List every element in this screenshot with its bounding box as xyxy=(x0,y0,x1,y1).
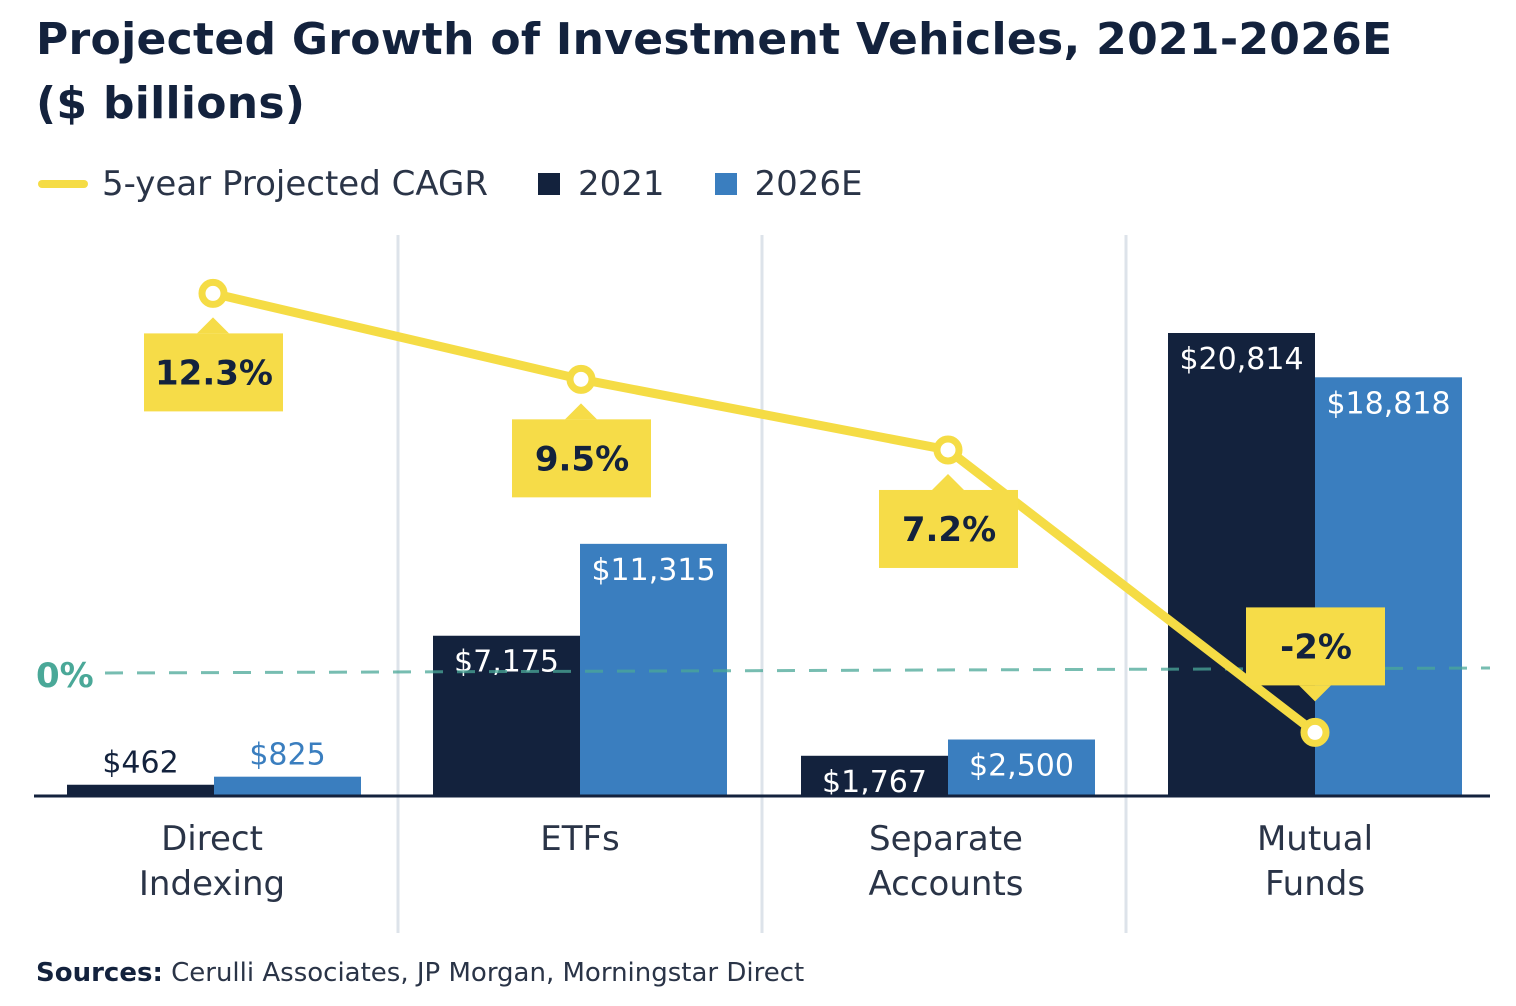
bar-value-label: $11,315 xyxy=(591,553,715,588)
bar-value-label: $2,500 xyxy=(969,749,1074,784)
cagr-callout-pointer xyxy=(565,403,597,420)
legend-label: 2026E xyxy=(754,164,863,204)
legend-swatch xyxy=(714,173,737,195)
category-label: Mutual xyxy=(1257,819,1373,859)
bar-2021 xyxy=(67,784,214,795)
source-text: Cerulli Associates, JP Morgan, Morningst… xyxy=(162,958,805,988)
cagr-callout-label: 12.3% xyxy=(155,353,273,393)
legend-line-swatch xyxy=(38,180,88,188)
legend-item-cagr: 5-year Projected CAGR xyxy=(38,164,488,204)
category-label: Indexing xyxy=(139,864,285,904)
bar-value-label: $1,767 xyxy=(822,765,927,800)
legend: 5-year Projected CAGR 2021 2026E xyxy=(38,160,913,208)
cagr-callout-box xyxy=(879,489,1018,568)
source-note: Sources: Cerulli Associates, JP Morgan, … xyxy=(36,958,804,988)
title-line: Projected Growth of Investment Vehicles,… xyxy=(36,14,1393,65)
category-label: Separate xyxy=(869,819,1023,859)
legend-label: 5-year Projected CAGR xyxy=(102,164,488,204)
cagr-callout-label: 9.5% xyxy=(535,439,629,479)
bar-2026e xyxy=(948,739,1095,795)
bar-2026e xyxy=(580,543,727,795)
bar-value-label: $18,818 xyxy=(1326,386,1450,421)
cagr-line xyxy=(211,289,1318,736)
category-label: ETFs xyxy=(540,819,620,859)
legend-swatch xyxy=(537,173,560,195)
bar-2021 xyxy=(433,635,580,795)
bar-2026e xyxy=(214,776,361,795)
cagr-callout-label: 7.2% xyxy=(902,510,996,550)
bar-value-label: $825 xyxy=(249,738,325,773)
category-label: Accounts xyxy=(869,864,1024,904)
cagr-callout-pointer xyxy=(1299,685,1331,702)
cagr-point xyxy=(198,278,228,308)
cagr-callout-box xyxy=(1246,607,1385,686)
cagr-callout-box xyxy=(144,333,283,412)
cagr-callout-pointer xyxy=(197,317,229,334)
category-label: Funds xyxy=(1265,864,1365,904)
bar-2021 xyxy=(1168,333,1315,795)
cagr-callout-label: -2% xyxy=(1280,627,1352,667)
cagr-point xyxy=(933,435,963,465)
category-label: Direct xyxy=(161,819,263,859)
bar-2026e xyxy=(1315,377,1462,795)
cagr-callout-pointer xyxy=(932,473,964,490)
legend-item-2021: 2021 xyxy=(537,164,665,204)
subtitle-line: ($ billions) xyxy=(36,78,306,129)
cagr-callout-box xyxy=(512,419,651,498)
cagr-point xyxy=(566,364,596,394)
bar-2021 xyxy=(801,755,948,795)
legend-item-2026e: 2026E xyxy=(714,164,863,204)
legend-label: 2021 xyxy=(577,164,665,204)
bar-value-label: $7,175 xyxy=(454,645,559,680)
source-label: Sources: xyxy=(36,958,163,988)
cagr-point xyxy=(1300,717,1330,747)
bar-value-label: $20,814 xyxy=(1179,342,1303,377)
chart-title: Projected Growth of Investment Vehicles,… xyxy=(36,8,1392,136)
bar-value-label: $462 xyxy=(102,746,178,781)
zero-reference-label: 0% xyxy=(36,656,94,696)
